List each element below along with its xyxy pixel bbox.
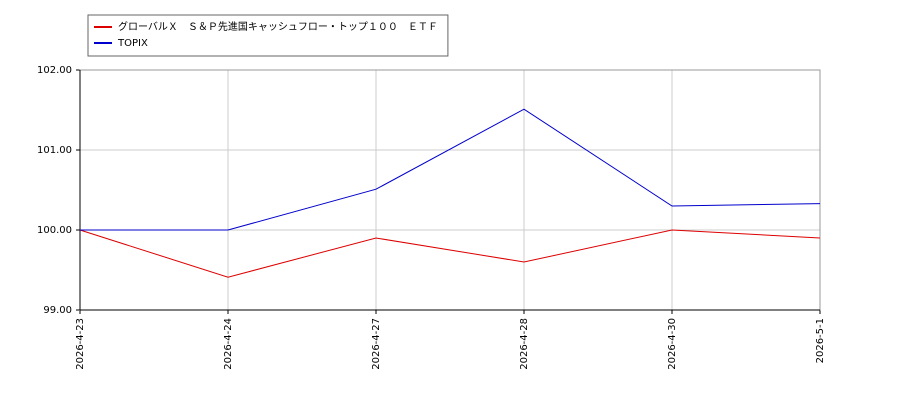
x-tick-label: 2026-4-30 [667, 318, 678, 370]
y-tick-label: 102.00 [37, 65, 72, 76]
series-line [79, 229, 821, 278]
y-tick-label: 99.00 [43, 305, 72, 316]
y-tick-label: 101.00 [37, 145, 72, 156]
series-line [80, 108, 821, 231]
x-tick-label: 2026-4-24 [223, 318, 234, 370]
legend: グローバルＸ Ｓ＆Ｐ先進国キャッシュフロー・トップ１００ ＥＴＦ TOPIX [87, 14, 449, 57]
x-tick-label: 2026-4-28 [519, 318, 530, 370]
x-tick-label: 2026-4-23 [75, 318, 86, 370]
legend-label: グローバルＸ Ｓ＆Ｐ先進国キャッシュフロー・トップ１００ ＥＴＦ [118, 20, 438, 33]
x-tick-label: 2026-5-1 [815, 318, 826, 363]
y-tick-label: 100.00 [37, 225, 72, 236]
x-tick-label: 2026-4-27 [371, 318, 382, 370]
legend-label: TOPIX [117, 38, 148, 49]
legend-box [87, 14, 449, 57]
